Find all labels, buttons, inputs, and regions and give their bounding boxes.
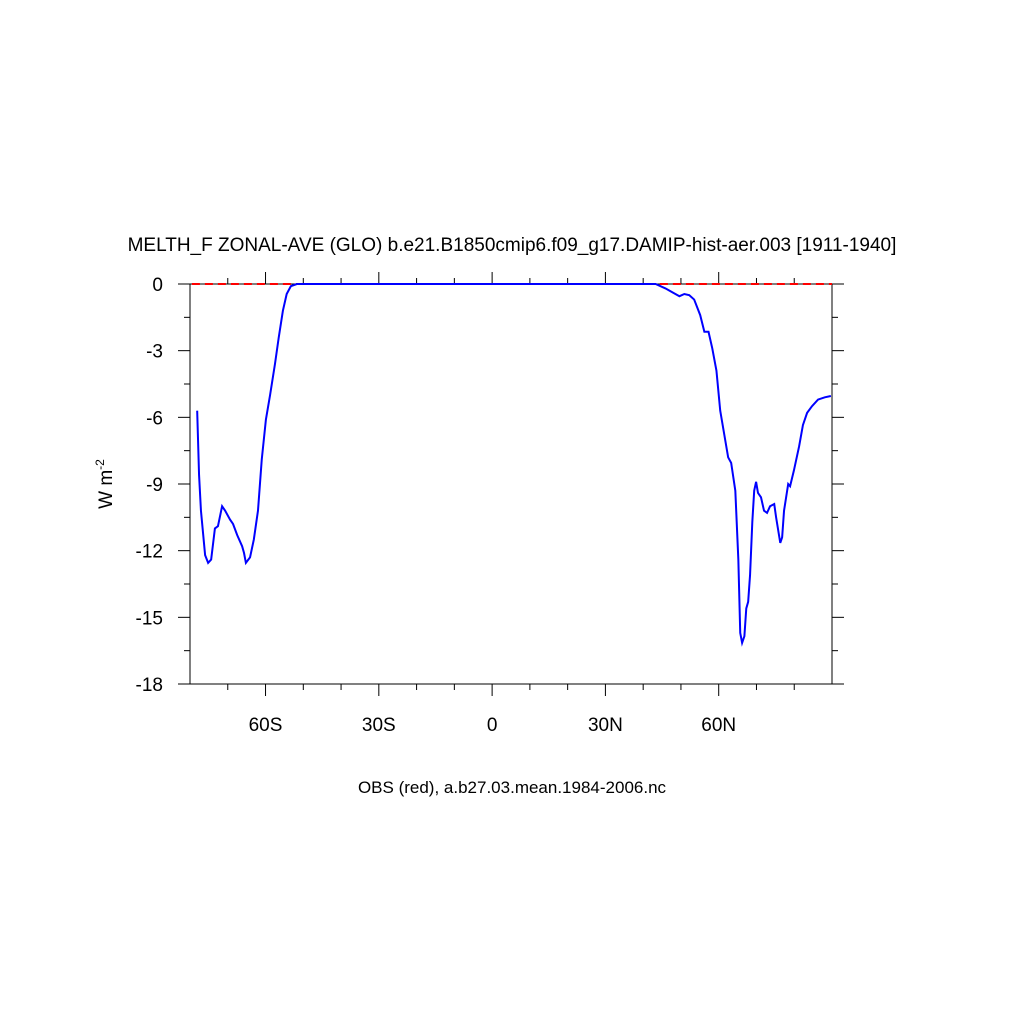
y-tick-label: -3 xyxy=(146,342,163,363)
y-tick-label: 0 xyxy=(152,275,163,296)
y-axis-label-group: W m-2 xyxy=(93,459,117,509)
y-tick-label: -15 xyxy=(136,608,163,629)
y-tick-label: -12 xyxy=(136,542,163,563)
x-tick-label: 30S xyxy=(362,715,396,736)
chart-title: MELTH_F ZONAL-AVE (GLO) b.e21.B1850cmip6… xyxy=(128,235,897,256)
y-tick-label: -9 xyxy=(146,475,163,496)
y-axis-label-text: W m xyxy=(96,470,117,509)
y-axis-label-sup: -2 xyxy=(93,459,107,470)
x-tick-label: 60S xyxy=(249,715,283,736)
y-tick-label: -18 xyxy=(136,675,163,696)
plot-frame xyxy=(189,283,833,685)
x-tick-label: 60N xyxy=(701,715,736,736)
x-axis-label: OBS (red), a.b27.03.mean.1984-2006.nc xyxy=(358,778,667,797)
y-tick-label: -6 xyxy=(146,408,163,429)
y-axis-label: W m-2 xyxy=(93,459,117,509)
x-tick-label: 0 xyxy=(487,715,498,736)
data-line xyxy=(196,283,832,647)
x-tick-label: 30N xyxy=(588,715,623,736)
